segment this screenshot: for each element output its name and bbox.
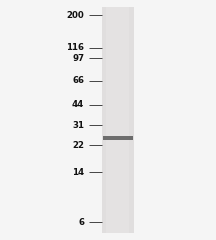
Bar: [102, 7, 134, 233]
Bar: [106, 7, 129, 233]
Text: 6: 6: [78, 217, 84, 227]
Text: 66: 66: [72, 76, 84, 85]
Text: 14: 14: [72, 168, 84, 177]
Text: 22: 22: [72, 141, 84, 150]
Text: 31: 31: [72, 121, 84, 130]
Text: 200: 200: [67, 11, 84, 20]
Bar: [103, 136, 133, 140]
Text: 44: 44: [72, 100, 84, 109]
Text: 97: 97: [72, 54, 84, 63]
Text: 116: 116: [66, 43, 84, 52]
